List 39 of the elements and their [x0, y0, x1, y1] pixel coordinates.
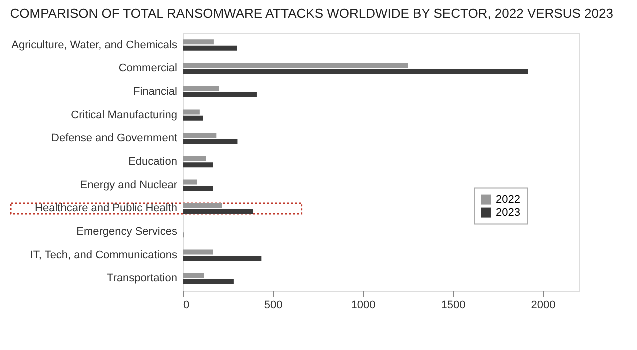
- y-tick-label: Critical Manufacturing: [71, 109, 178, 122]
- bar: [183, 63, 408, 68]
- x-tick-label: 1000: [351, 300, 376, 312]
- bar: [183, 180, 198, 185]
- chart-title: COMPARISON OF TOTAL RANSOMWARE ATTACKS WORLDWIDE BY SECTOR, 2022 VERSUS 2023: [10, 6, 614, 21]
- bar: [183, 69, 528, 74]
- y-tick-label: Defense and Government: [52, 132, 178, 145]
- bar: [183, 273, 204, 278]
- y-tick-label: Energy and Nuclear: [80, 179, 178, 192]
- legend-label: 2022: [496, 194, 520, 206]
- y-tick-label: Education: [128, 156, 178, 168]
- bar: [183, 46, 237, 51]
- y-tick-label: IT, Tech, and Communications: [30, 249, 178, 262]
- bar: [183, 139, 238, 144]
- x-tick-label: 0: [184, 300, 190, 312]
- bar: [183, 162, 214, 168]
- y-tick-label: Commercial: [118, 62, 178, 75]
- y-tick-label: Transportation: [106, 272, 178, 285]
- bar: [183, 86, 219, 92]
- bar: [183, 40, 214, 45]
- x-tick-label: 1500: [441, 300, 466, 312]
- bar: [183, 156, 206, 162]
- y-tick-label: Financial: [133, 86, 178, 98]
- legend-label: 2023: [496, 206, 520, 219]
- bar: [183, 203, 222, 208]
- bar: [183, 92, 257, 98]
- bar: [183, 256, 262, 261]
- bar: [183, 209, 254, 214]
- bar: [183, 279, 234, 284]
- bar: [183, 250, 214, 255]
- y-tick-label: Healthcare and Public Health: [35, 202, 178, 215]
- bar: [183, 116, 204, 121]
- x-tick-label: 2000: [531, 300, 556, 312]
- bar: [183, 133, 217, 138]
- bar: [183, 186, 214, 191]
- bar: [183, 110, 200, 115]
- y-tick-label: Agriculture, Water, and Chemicals: [12, 39, 178, 52]
- y-tick-label: Emergency Services: [76, 226, 178, 238]
- x-tick-label: 500: [264, 300, 283, 312]
